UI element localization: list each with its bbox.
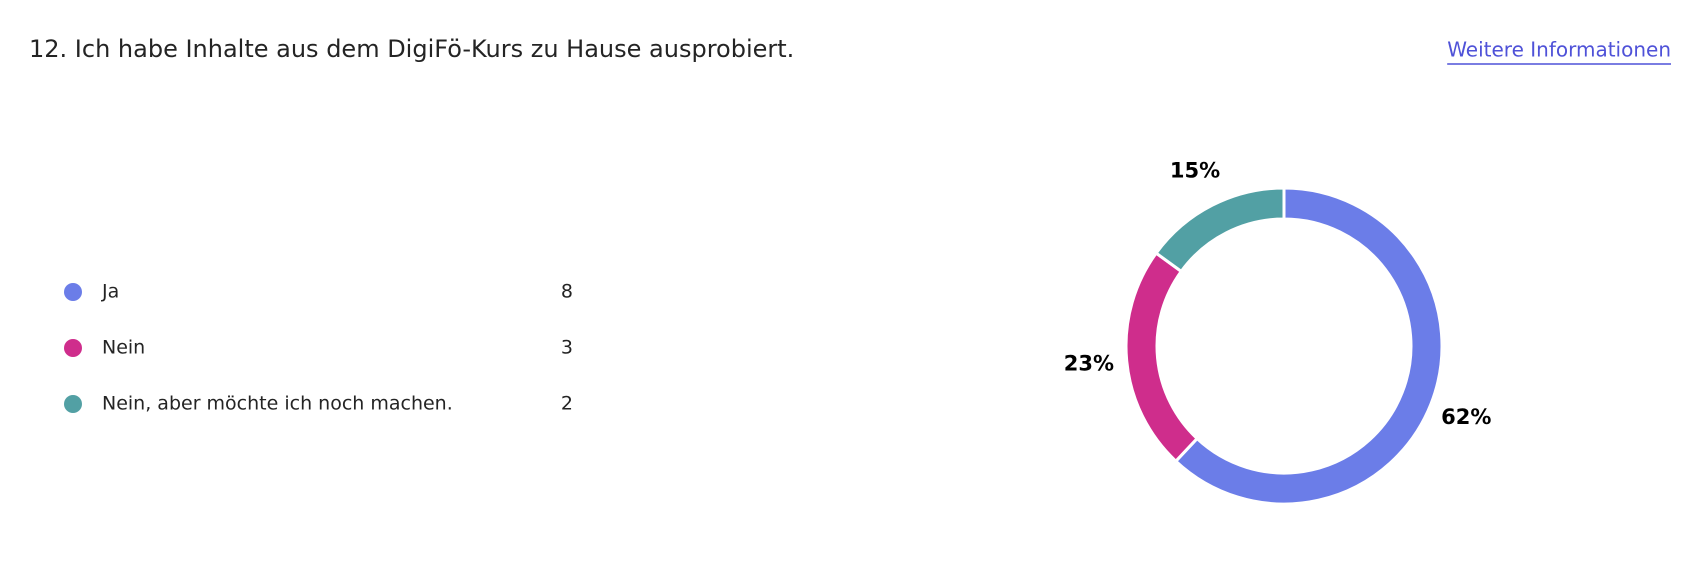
data-label: 62% (1441, 405, 1491, 429)
chart-title: 12. Ich habe Inhalte aus dem DigiFö-Kurs… (29, 35, 794, 63)
donut-segment (1124, 251, 1200, 464)
legend-label: Nein, aber möchte ich noch machen. (102, 393, 453, 415)
more-info-link[interactable]: Weitere Informationen (1447, 38, 1671, 62)
donut-segment (1154, 186, 1286, 274)
legend-count: 8 (561, 281, 573, 303)
legend-label: Ja (101, 281, 119, 303)
data-label: 15% (1170, 158, 1220, 182)
donut-segment (1173, 186, 1444, 506)
legend-dot (64, 283, 82, 301)
data-label: 23% (1064, 351, 1114, 375)
legend-count: 2 (561, 393, 573, 415)
legend-label: Nein (102, 337, 145, 359)
legend-dot (64, 339, 82, 357)
legend-count: 3 (561, 337, 573, 359)
legend-dot (64, 395, 82, 413)
